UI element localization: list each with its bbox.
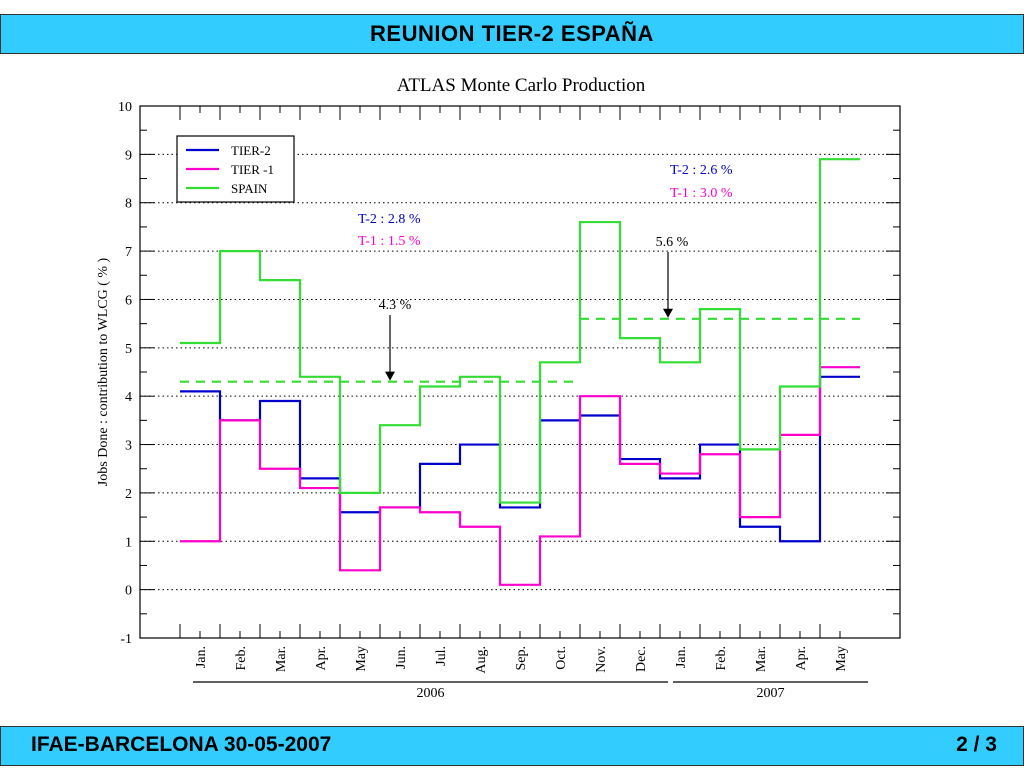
series-line-spain [180,158,860,504]
footer-location-date: IFAE-BARCELONA 30-05-2007 [31,733,332,756]
y-tick-label: 1 [125,535,132,550]
header-banner: REUNION TIER-2 ESPAÑA [0,14,1024,54]
x-tick-label: Jul. [434,646,449,666]
contribution-annotation: T-1 : 1.5 % [358,234,421,249]
year-label: 2007 [757,686,785,701]
legend-label: TIER-2 [231,143,271,158]
y-tick-label: 6 [125,293,132,308]
x-tick-label: Apr. [314,646,329,671]
average-arrow-head [385,371,395,381]
year-label: 2006 [417,686,445,701]
page-number: 2 / 3 [956,733,997,756]
x-tick-label: Jan. [674,646,689,668]
x-tick-label: Sep. [514,646,529,671]
y-tick-label: 9 [125,148,132,163]
x-tick-label: May [834,646,849,672]
x-tick-label: Jan. [194,646,209,668]
footer-banner: IFAE-BARCELONA 30-05-2007 2 / 3 [0,726,1024,766]
y-tick-label: 8 [125,197,132,212]
contribution-annotation: T-2 : 2.8 % [358,212,421,227]
x-tick-label: Dec. [634,646,649,672]
y-tick-label: -1 [120,632,132,647]
y-tick-label: 5 [125,342,132,357]
x-tick-label: Mar. [274,646,289,672]
y-tick-label: 3 [125,439,132,454]
slide-title: REUNION TIER-2 ESPAÑA [370,21,654,46]
x-tick-label: Nov. [594,646,609,673]
x-tick-label: Feb. [714,646,729,671]
y-tick-label: 0 [125,584,132,599]
x-tick-label: Jun. [394,646,409,669]
x-tick-label: Mar. [754,646,769,672]
y-tick-label: 4 [125,390,132,405]
average-label: 5.6 % [656,235,689,250]
contribution-annotation: T-2 : 2.6 % [670,163,733,178]
x-tick-label: Oct. [554,646,569,670]
chart-title: ATLAS Monte Carlo Production [397,75,646,96]
contribution-annotation: T-1 : 3.0 % [670,186,733,201]
y-tick-label: 10 [118,100,132,115]
x-tick-label: Aug. [474,646,489,674]
y-axis-label: Jobs Done : contribution to WLCG ( % ) [96,257,111,486]
average-arrow-head [663,308,673,318]
legend-label: SPAIN [231,181,268,196]
average-label: 4.3 % [379,298,412,313]
series-line-tier-1 [180,366,860,586]
x-tick-label: May [354,646,369,672]
x-tick-label: Feb. [234,646,249,671]
y-tick-label: 2 [125,487,132,502]
x-tick-label: Apr. [794,646,809,671]
legend-label: TIER -1 [231,162,274,177]
y-tick-label: 7 [125,245,132,260]
